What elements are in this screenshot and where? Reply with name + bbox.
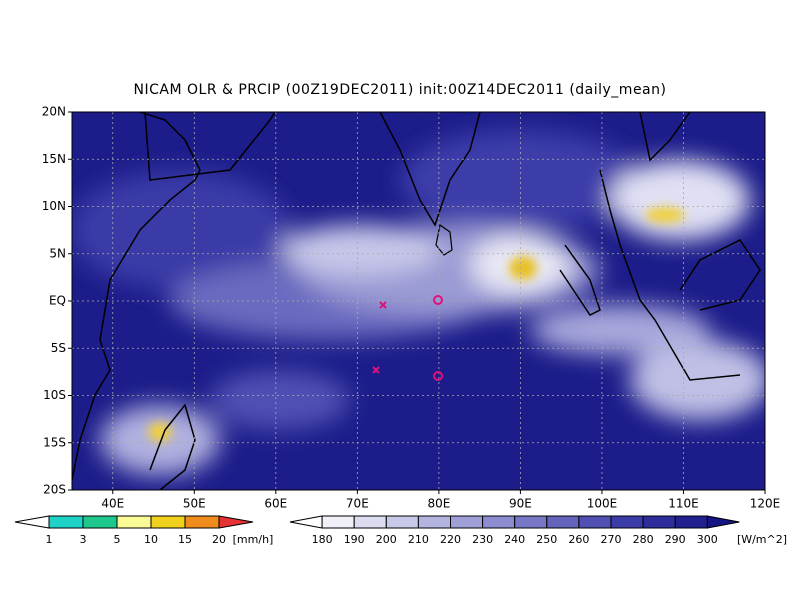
bar-unit: [mm/h] xyxy=(233,533,274,546)
bar-label: 300 xyxy=(697,533,718,546)
bar-segment xyxy=(578,515,612,529)
lon-label: 100E xyxy=(587,497,618,511)
lat-label: 20S xyxy=(43,483,66,497)
bar-label: 290 xyxy=(665,533,686,546)
bar-label: 15 xyxy=(178,533,192,546)
bar-segment xyxy=(353,515,387,529)
bar-label: 180 xyxy=(312,533,333,546)
lon-label: 70E xyxy=(346,497,369,511)
lat-label: 10S xyxy=(43,388,66,402)
map-field xyxy=(72,112,765,490)
grid xyxy=(72,112,765,490)
bar-label: 10 xyxy=(144,533,158,546)
lon-label: 50E xyxy=(183,497,206,511)
bar-label: 270 xyxy=(601,533,622,546)
lon-label: 120E xyxy=(750,497,781,511)
map-title: NICAM OLR & PRCIP (00Z19DEC2011) init:00… xyxy=(134,82,667,98)
bar-end xyxy=(289,515,323,529)
bar-label: 250 xyxy=(536,533,557,546)
bar-segment xyxy=(514,515,548,529)
bar-segment xyxy=(184,515,220,529)
lat-label: EQ xyxy=(49,294,66,308)
bar-label: 200 xyxy=(376,533,397,546)
lon-label: 60E xyxy=(264,497,287,511)
lat-label: 5S xyxy=(51,341,66,355)
bar-label: 5 xyxy=(114,533,121,546)
lon-label: 80E xyxy=(427,497,450,511)
lat-label: 15S xyxy=(43,435,66,449)
bar-segment xyxy=(482,515,516,529)
bar-label: 230 xyxy=(472,533,493,546)
bar-end xyxy=(218,515,254,529)
lat-label: 5N xyxy=(49,246,66,260)
lat-label: 20N xyxy=(42,105,66,119)
bar-unit: [W/m^2] xyxy=(737,533,787,546)
bar-segment xyxy=(82,515,118,529)
bar-label: 3 xyxy=(80,533,87,546)
axis-labels: 20N 15N 10N 5N EQ 5S 10S 15S 20S 40E 50E 60E 70E 80E 9… xyxy=(42,105,781,511)
lat-label: 10N xyxy=(42,199,66,213)
bar-segment xyxy=(385,515,419,529)
bar-label: 260 xyxy=(568,533,589,546)
bar-segment xyxy=(417,515,451,529)
bar-segment xyxy=(116,515,152,529)
bar-label: 240 xyxy=(504,533,525,546)
bar-label: 220 xyxy=(440,533,461,546)
bar-label: 20 xyxy=(212,533,226,546)
bar-segment xyxy=(610,515,644,529)
bar-end xyxy=(706,515,740,529)
lon-label: 110E xyxy=(668,497,699,511)
bar-label: 280 xyxy=(633,533,654,546)
bar-segment xyxy=(642,515,676,529)
bar-label: 1 xyxy=(46,533,53,546)
bar-end xyxy=(14,515,50,529)
bar-label: 190 xyxy=(344,533,365,546)
lon-label: 90E xyxy=(509,497,532,511)
bar-label: 210 xyxy=(408,533,429,546)
bar-segment xyxy=(321,515,355,529)
markers xyxy=(372,295,443,381)
bar-segment xyxy=(150,515,186,529)
lon-label: 40E xyxy=(101,497,124,511)
lat-label: 15N xyxy=(42,152,66,166)
bar-segment xyxy=(674,515,708,529)
bar-segment xyxy=(546,515,580,529)
bar-segment xyxy=(48,515,84,529)
color-bars: 1 3 5 10 15 20 [mm/h] 180 190 200 210 220 230 240 250 2… xyxy=(14,515,787,546)
bar-segment xyxy=(450,515,484,529)
